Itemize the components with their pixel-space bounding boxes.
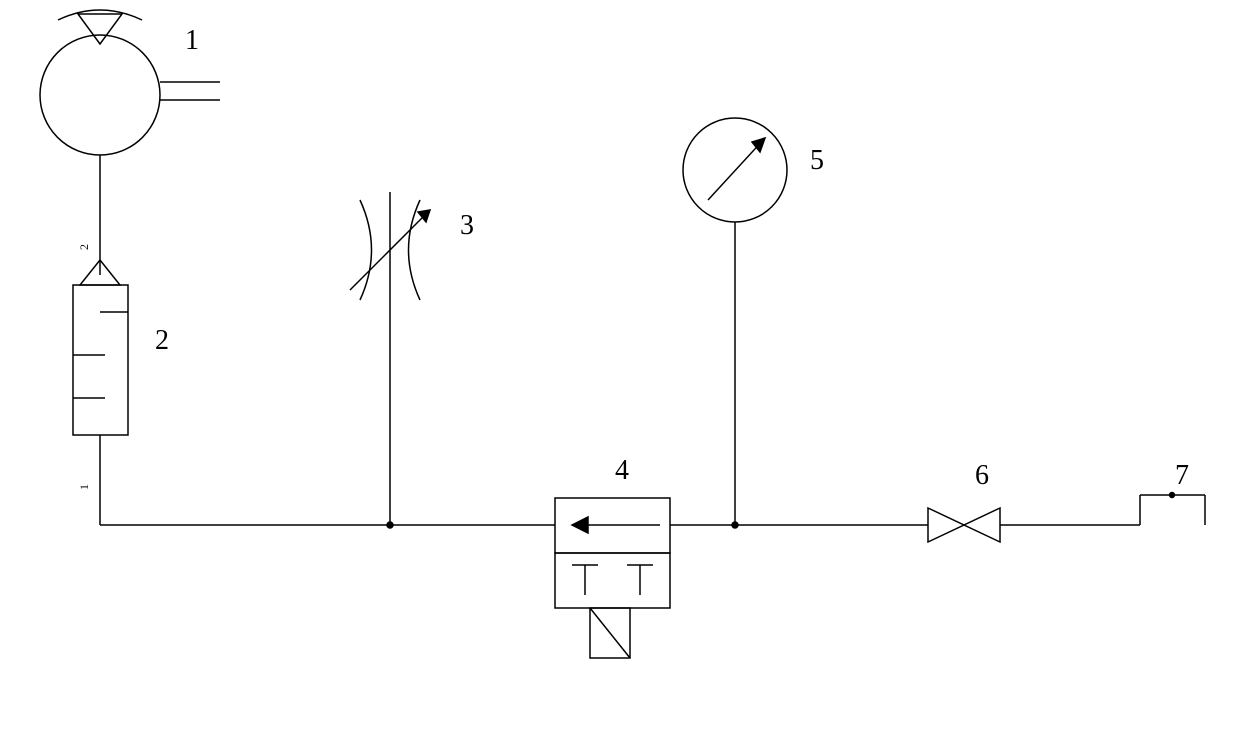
label-5: 5 xyxy=(810,145,824,177)
filter-port-in: 1 xyxy=(77,484,91,490)
label-1: 1 xyxy=(185,25,199,57)
variable-throttle xyxy=(350,192,430,525)
outlet xyxy=(1140,493,1205,526)
label-3: 3 xyxy=(460,210,474,242)
pressure-gauge xyxy=(683,118,787,525)
schematic-canvas: 2 1 xyxy=(0,0,1240,735)
filter xyxy=(73,260,128,435)
label-7: 7 xyxy=(1175,460,1189,492)
label-6: 6 xyxy=(975,460,989,492)
manual-valve xyxy=(928,508,1000,542)
label-4: 4 xyxy=(615,455,629,487)
filter-port-out: 2 xyxy=(77,244,91,250)
solenoid-valve xyxy=(555,498,670,658)
label-2: 2 xyxy=(155,325,169,357)
